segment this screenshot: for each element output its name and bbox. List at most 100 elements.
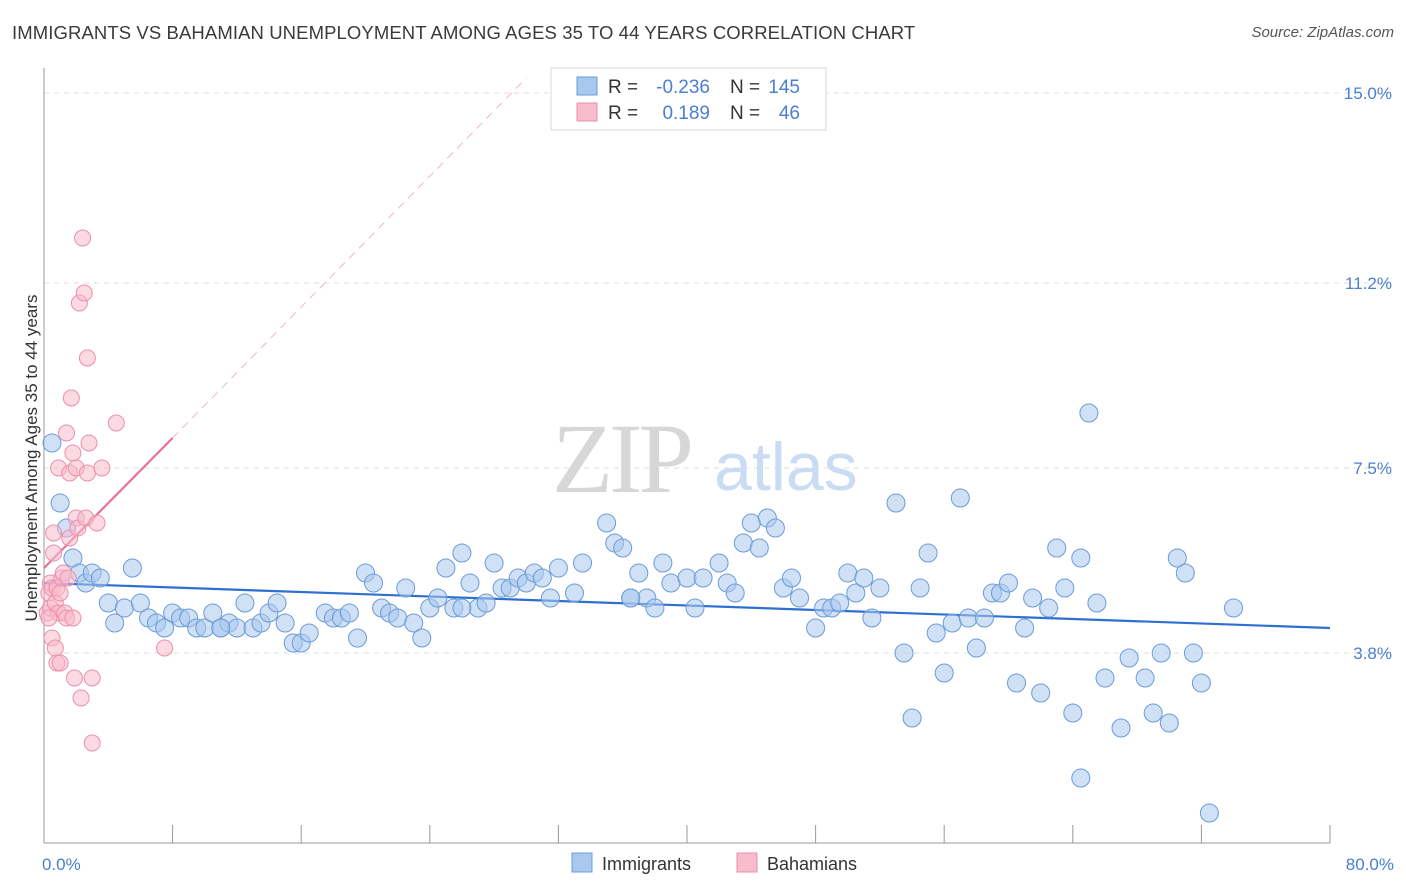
immigrants-point — [532, 568, 552, 588]
y-tick-label: 15.0% — [1344, 84, 1392, 103]
bahamians-point — [64, 444, 82, 462]
trend-lines — [43, 77, 1331, 630]
immigrants-point — [597, 513, 617, 533]
bahamians-point — [59, 569, 77, 587]
immigrants-point — [934, 663, 954, 683]
immigrants-point — [1015, 618, 1035, 638]
axis-labels: 3.8% 7.5% 11.2% 15.0% 0.0% 80.0% — [42, 84, 1394, 874]
immigrants-point — [114, 598, 134, 618]
immigrants-point — [1111, 718, 1131, 738]
immigrants-point — [42, 433, 62, 453]
immigrants-point — [98, 593, 118, 613]
immigrants-point — [90, 568, 110, 588]
immigrants-point — [573, 553, 592, 573]
y-tick-label: 11.2% — [1345, 274, 1392, 293]
immigrants-point — [122, 558, 142, 578]
immigrants-point — [926, 623, 946, 643]
immigrants-point — [1159, 713, 1179, 733]
bahamians-point — [40, 609, 58, 627]
axes — [43, 68, 1331, 844]
immigrants-point — [1119, 648, 1139, 668]
immigrants-point — [870, 578, 890, 598]
watermark-atlas: atlas — [714, 429, 858, 505]
bahamians-point — [72, 689, 90, 707]
immigrants-point — [1167, 548, 1187, 568]
immigrants-point — [653, 553, 673, 573]
immigrants-point — [709, 553, 729, 573]
y-axis-label: Unemployment Among Ages 35 to 44 years — [22, 295, 41, 622]
legend-swatch-bahamians — [576, 102, 598, 122]
immigrants-point — [155, 618, 175, 638]
immigrants-point — [1023, 588, 1043, 608]
watermark: ZIP atlas — [552, 403, 858, 514]
immigrants-point — [854, 568, 874, 588]
immigrants-point — [428, 588, 448, 608]
immigrants-point — [685, 598, 705, 618]
immigrants-point — [339, 603, 359, 623]
immigrants-point — [235, 593, 255, 613]
bahamians-point — [74, 229, 92, 247]
immigrants-point — [1031, 683, 1051, 703]
legend-n-label-1: N = — [730, 103, 760, 124]
legend-r-value-1: 0.189 — [662, 103, 710, 124]
immigrants-point — [476, 593, 496, 613]
bahamians-point — [83, 669, 101, 687]
immigrants-point — [227, 618, 247, 638]
immigrants-point — [958, 608, 978, 628]
immigrants-point — [565, 583, 584, 603]
bahamians-point — [45, 544, 63, 562]
immigrants-point — [1071, 768, 1091, 788]
immigrants-point — [1063, 703, 1083, 723]
bahamians-trend-extension — [172, 77, 527, 439]
immigrants-point — [388, 608, 408, 628]
immigrants-point — [838, 563, 858, 583]
bahamians-point — [66, 669, 83, 687]
immigrants-point — [275, 613, 295, 633]
immigrants-point — [484, 553, 504, 573]
bahamians-point — [51, 654, 69, 672]
bahamians-point — [75, 284, 93, 302]
bottom-legend-label-bahamians: Bahamians — [767, 854, 857, 874]
immigrants-point — [741, 513, 761, 533]
immigrants-point — [130, 593, 150, 613]
immigrants-point — [452, 543, 472, 563]
immigrants-point — [645, 598, 665, 618]
immigrants-point — [1039, 598, 1059, 618]
immigrants-point — [677, 568, 697, 588]
bottom-legend-swatch-bahamians — [736, 852, 758, 873]
legend-swatch-immigrants — [576, 76, 598, 96]
bottom-legend-swatch-immigrants — [571, 852, 593, 873]
legend-n-value-0: 145 — [768, 77, 800, 98]
immigrants-point — [105, 613, 125, 633]
immigrants-point — [1175, 563, 1195, 583]
immigrants-point — [203, 603, 223, 623]
immigrants-point — [918, 543, 938, 563]
legend-r-value-0: -0.236 — [656, 77, 710, 98]
watermark-zip: ZIP — [552, 403, 690, 514]
legend-box: R = -0.236 N = 145 R = 0.189 N = 46 — [550, 67, 827, 131]
x-tick-label-max: 80.0% — [1346, 855, 1394, 874]
immigrants-point — [1047, 538, 1067, 558]
immigrants-point — [846, 583, 866, 603]
bahamians-point — [78, 349, 96, 367]
immigrants-point — [693, 568, 713, 588]
bahamians-point — [62, 389, 80, 407]
y-tick-label: 3.8% — [1353, 644, 1392, 663]
immigrants-point — [862, 608, 882, 628]
bahamians-point — [107, 414, 125, 432]
immigrants-point — [1191, 673, 1211, 693]
immigrants-point — [1079, 403, 1099, 423]
immigrants-point — [749, 538, 769, 558]
immigrants-point — [211, 618, 231, 638]
immigrants-point — [902, 708, 922, 728]
immigrants-point — [999, 573, 1018, 593]
immigrants-point — [267, 593, 287, 613]
immigrants-point — [1095, 668, 1115, 688]
immigrants-point — [950, 488, 970, 508]
bottom-legend: Immigrants Bahamians — [571, 852, 857, 874]
immigrants-point — [886, 493, 906, 513]
chart-title: IMMIGRANTS VS BAHAMIAN UNEMPLOYMENT AMON… — [12, 22, 916, 43]
immigrants-point — [50, 493, 70, 513]
immigrants-point — [1055, 578, 1075, 598]
